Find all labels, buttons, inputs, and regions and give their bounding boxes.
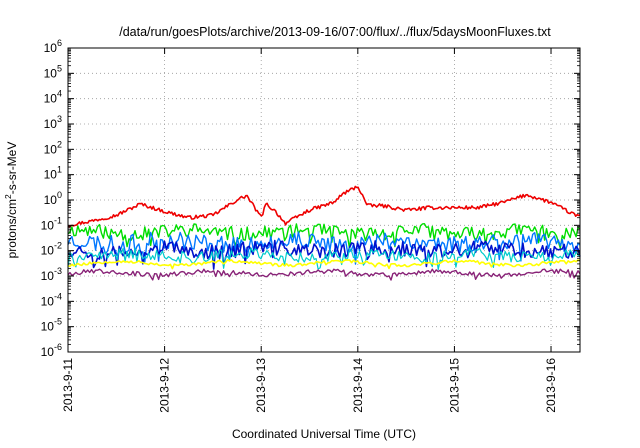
y-tick-label: 10-1 bbox=[41, 215, 62, 232]
y-tick-label: 10-2 bbox=[41, 241, 62, 258]
x-tick-label: 2013-9-16 bbox=[544, 358, 558, 413]
series-line bbox=[67, 259, 581, 270]
y-axis-label-suffix: -s-sr-MeV bbox=[5, 142, 19, 195]
x-tick-label: 2013-9-14 bbox=[351, 358, 365, 413]
y-tick-label: 10-5 bbox=[41, 317, 62, 334]
x-tick-label: 2013-9-15 bbox=[447, 358, 461, 413]
x-axis-label: Coordinated Universal Time (UTC) bbox=[232, 427, 416, 441]
chart-title: /data/run/goesPlots/archive/2013-09-16/0… bbox=[119, 25, 551, 39]
y-tick-label: 100 bbox=[44, 190, 62, 207]
y-axis-label-superscript: 2 bbox=[3, 194, 13, 199]
y-tick-label: 101 bbox=[44, 165, 62, 182]
series-line bbox=[67, 223, 581, 250]
x-tick-label: 2013-9-13 bbox=[254, 358, 268, 413]
series-line bbox=[67, 231, 581, 265]
y-tick-label: 105 bbox=[44, 63, 62, 80]
series-line bbox=[67, 185, 581, 228]
y-tick-label: 103 bbox=[44, 114, 62, 131]
y-tick-label: 106 bbox=[44, 38, 62, 55]
axis-ticks bbox=[67, 47, 580, 353]
y-tick-labels: 10-6 10-5 10-4 10-3 10-2 10-1 100 101 102 103 104 1… bbox=[41, 38, 62, 359]
y-tick-label: 10-4 bbox=[41, 291, 62, 308]
plot-series bbox=[67, 185, 581, 281]
y-axis-label: protons/cm2-s-sr-MeV bbox=[3, 142, 19, 259]
y-tick-label: 10-3 bbox=[41, 266, 62, 283]
y-tick-label: 104 bbox=[44, 89, 62, 106]
y-tick-label: 10-6 bbox=[41, 342, 62, 359]
y-axis-label-prefix: protons/cm bbox=[5, 199, 19, 258]
y-tick-label: 102 bbox=[44, 139, 62, 156]
series-line bbox=[67, 247, 581, 271]
series-line bbox=[67, 268, 581, 281]
x-tick-labels: 2013-9-11 2013-9-12 2013-9-13 2013-9-14 2013… bbox=[61, 358, 558, 413]
x-tick-label: 2013-9-11 bbox=[61, 358, 75, 412]
series-line bbox=[67, 239, 581, 270]
grid bbox=[68, 48, 580, 352]
x-tick-label: 2013-9-12 bbox=[158, 358, 172, 413]
